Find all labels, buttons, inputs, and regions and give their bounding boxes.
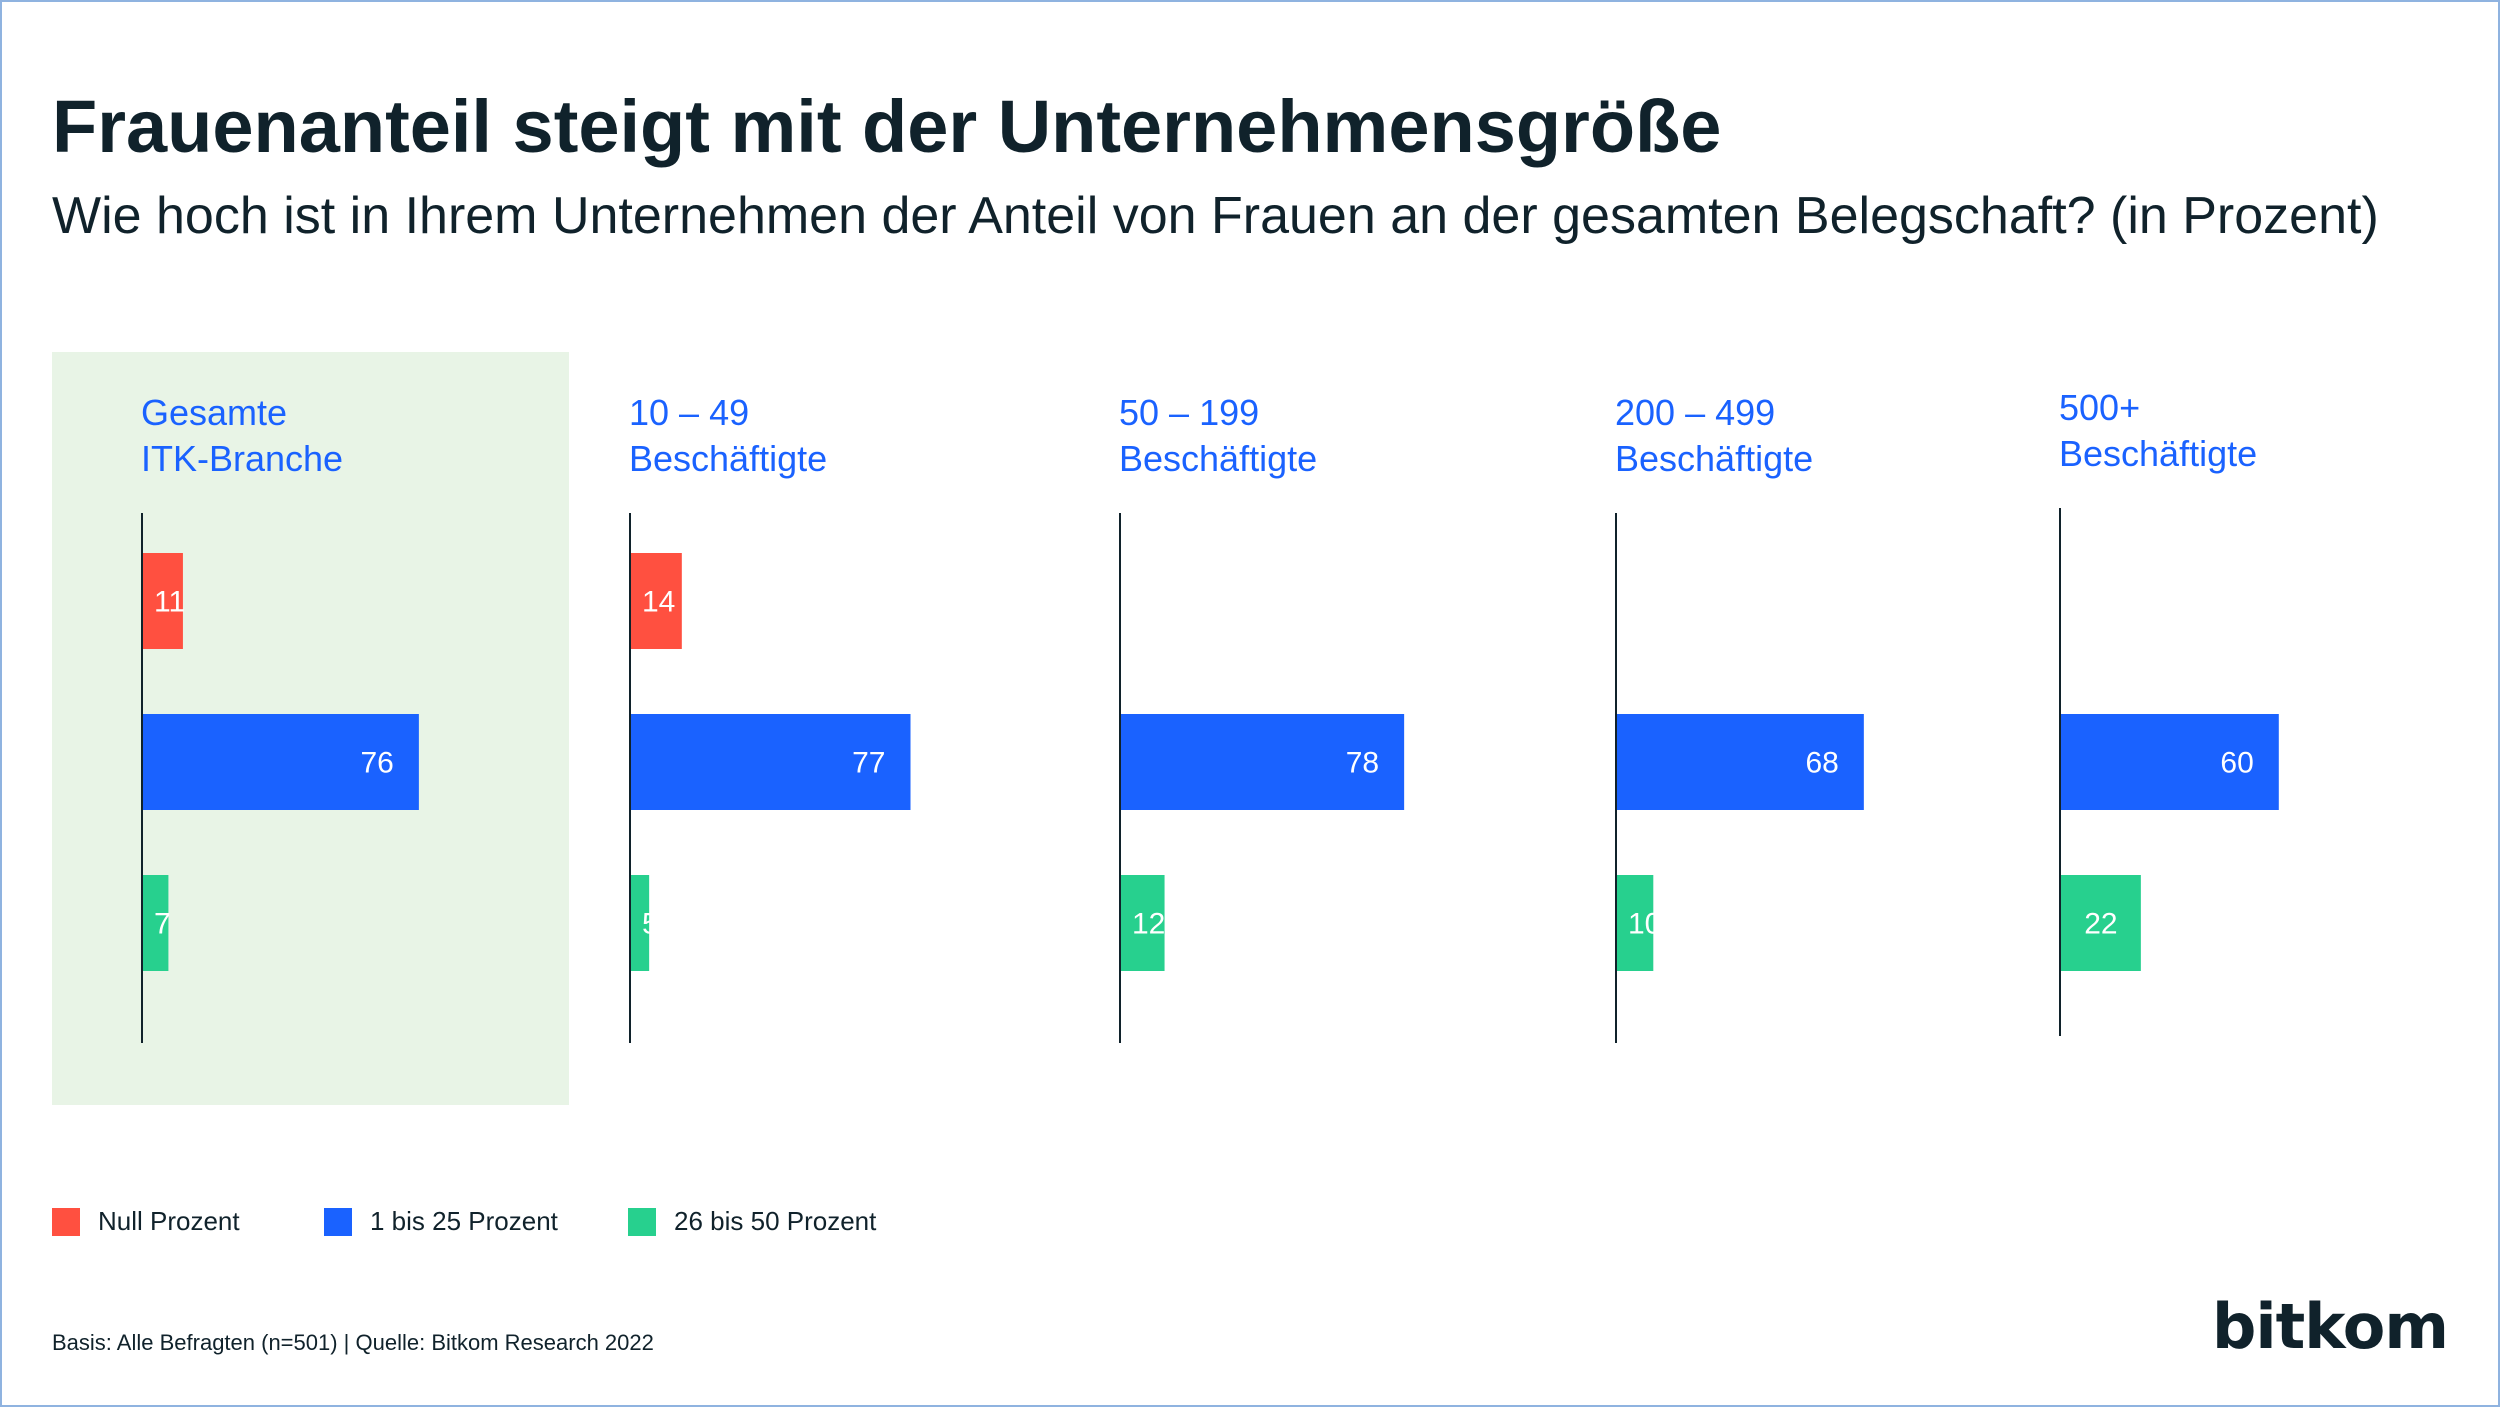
bar-group-1-series-1 — [631, 714, 911, 810]
group-label-line: Beschäftigte — [1119, 438, 1318, 479]
bitkom-logo: bitkom — [2211, 1290, 2449, 1363]
group-label-line: 200 – 499 — [1615, 392, 1776, 433]
legend-item-26-bis-50-prozent: 26 bis 50 Prozent — [628, 1206, 876, 1237]
chart-title: Frauenanteil steigt mit der Unternehmens… — [52, 85, 1722, 168]
bar-value-label-group-1-series-2: 5 — [642, 908, 659, 941]
bar-group-3-series-2 — [1617, 875, 1654, 971]
group-label-line: ITK-Branche — [141, 438, 344, 479]
bar-value-label-group-3-series-2: 10 — [1628, 908, 1661, 941]
legend-swatch-1-bis-25-prozent — [324, 1207, 352, 1236]
bar-group-1-series-2 — [631, 875, 650, 971]
bar-value-label-group-0-series-0: 11 — [154, 586, 185, 619]
group-label-line: 500+ — [2059, 387, 2141, 428]
bar-group-0-series-2 — [143, 875, 169, 971]
bar-value-label-group-1-series-1: 77 — [852, 747, 885, 780]
bar-group-3-series-1 — [1617, 714, 1864, 810]
group-label-500-plus: 500+ Beschäftigte — [2059, 385, 2257, 477]
legend-label: Null Prozent — [98, 1206, 240, 1236]
legend-label: 1 bis 25 Prozent — [370, 1206, 558, 1236]
group-label-50-199: 50 – 199 Beschäftigte — [1119, 390, 1317, 482]
bar-group-0-series-0 — [143, 553, 183, 649]
bar-group-4-series-2 — [2061, 875, 2141, 971]
bar-group-1-series-0 — [631, 553, 682, 649]
bar-group-4-series-1 — [2061, 714, 2279, 810]
bar-value-label-group-3-series-1: 68 — [1805, 747, 1838, 780]
bar-value-label-group-0-series-1: 76 — [361, 747, 394, 780]
legend-item-null-prozent: Null Prozent — [52, 1206, 240, 1237]
legend-swatch-null-prozent — [52, 1207, 80, 1236]
group-label-line: Beschäftigte — [629, 438, 828, 479]
group-label-10-49: 10 – 49 Beschäftigte — [629, 390, 827, 482]
bar-value-label-group-2-series-2: 12 — [1132, 908, 1165, 941]
footnote-source: Basis: Alle Befragten (n=501) | Quelle: … — [52, 1330, 654, 1355]
legend-swatch-26-bis-50-prozent — [628, 1207, 656, 1236]
chart-subtitle: Wie hoch ist in Ihrem Unternehmen der An… — [52, 187, 2379, 245]
legend-item-1-bis-25-prozent: 1 bis 25 Prozent — [324, 1206, 558, 1237]
group-label-line: Beschäftigte — [1615, 438, 1814, 479]
group-label-200-499: 200 – 499 Beschäftigte — [1615, 390, 1813, 482]
group-label-gesamte-itk-branche: Gesamte ITK-Branche — [141, 390, 343, 482]
group-label-line: 50 – 199 — [1119, 392, 1260, 433]
bar-value-label-group-1-series-0: 14 — [642, 586, 675, 619]
bar-value-label-group-0-series-2: 7 — [154, 908, 171, 941]
bar-group-2-series-1 — [1121, 714, 1405, 810]
group-label-line: Gesamte — [141, 392, 288, 433]
bar-group-0-series-1 — [143, 714, 419, 810]
bar-value-label-group-2-series-1: 78 — [1346, 747, 1379, 780]
bar-value-label-group-4-series-1: 60 — [2220, 747, 2253, 780]
group-label-line: 10 – 49 — [629, 392, 750, 433]
group-label-line: Beschäftigte — [2059, 433, 2258, 474]
bar-value-label-group-4-series-2: 22 — [2084, 908, 2117, 941]
legend-label: 26 bis 50 Prozent — [674, 1206, 877, 1236]
bar-group-2-series-2 — [1121, 875, 1165, 971]
